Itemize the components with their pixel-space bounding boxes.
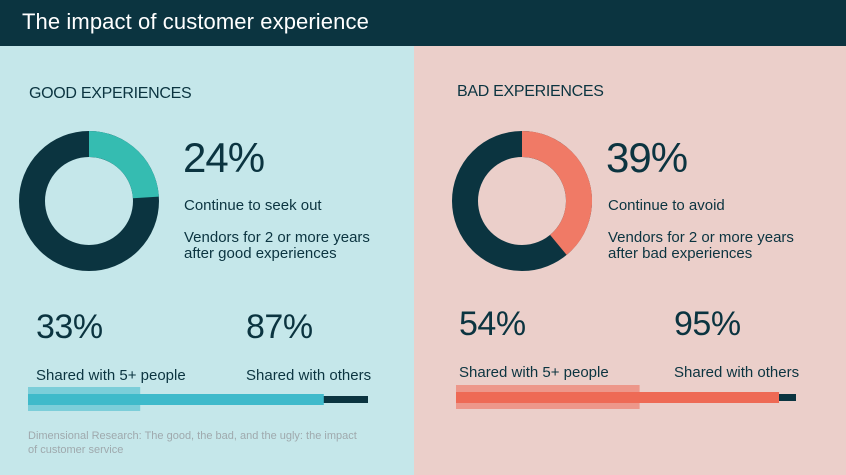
good-line2: Vendors for 2 or more years bbox=[184, 229, 370, 246]
good-stat1-value: 33% bbox=[36, 308, 103, 346]
good-line1: Continue to seek out bbox=[184, 197, 322, 214]
bad-donut-chart bbox=[452, 131, 592, 271]
good-bar-shared-with-others bbox=[28, 394, 324, 405]
bad-percent: 39% bbox=[606, 134, 688, 181]
good-stat2-value: 87% bbox=[246, 308, 313, 346]
source-note: Dimensional Research: The good, the bad,… bbox=[28, 430, 357, 456]
good-line3: after good experiences bbox=[184, 245, 337, 262]
good-donut-highlight-slice bbox=[88, 131, 159, 199]
bad-line1: Continue to avoid bbox=[608, 197, 725, 214]
bad-stat1-value: 54% bbox=[459, 305, 526, 343]
good-stat2-label: Shared with others bbox=[246, 367, 372, 384]
bad-donut-highlight-slice bbox=[521, 131, 592, 255]
good-share-bar bbox=[28, 387, 368, 411]
bad-experiences-panel: BAD EXPERIENCES 39% Continue to avoid Ve… bbox=[414, 46, 846, 475]
bad-section-title: BAD EXPERIENCES bbox=[457, 83, 604, 100]
bad-stat2-label: Shared with others bbox=[674, 364, 800, 381]
bad-stat1-label: Shared with 5+ people bbox=[459, 364, 609, 381]
bad-bar-shared-with-5-plus bbox=[456, 385, 640, 409]
bad-line3: after bad experiences bbox=[608, 245, 753, 262]
good-section-title: GOOD EXPERIENCES bbox=[29, 85, 192, 102]
page-title: The impact of customer experience bbox=[22, 9, 369, 34]
bad-stat2-value: 95% bbox=[674, 305, 741, 343]
good-bar-shared-with-5-plus bbox=[28, 387, 141, 411]
bad-share-bar bbox=[456, 385, 796, 409]
good-experiences-panel: GOOD EXPERIENCES 24% Continue to seek ou… bbox=[0, 46, 414, 475]
good-stat1-label: Shared with 5+ people bbox=[36, 367, 186, 384]
good-percent: 24% bbox=[183, 134, 265, 181]
header-banner: The impact of customer experience bbox=[0, 0, 846, 46]
bad-line2: Vendors for 2 or more years bbox=[608, 229, 794, 246]
good-donut-chart bbox=[19, 131, 159, 271]
